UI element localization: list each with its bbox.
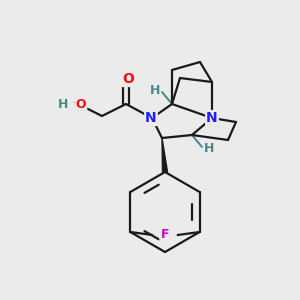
Polygon shape <box>162 138 167 172</box>
Text: N: N <box>206 111 218 125</box>
Text: H: H <box>150 83 160 97</box>
Text: O: O <box>76 98 86 110</box>
Text: O: O <box>122 72 134 86</box>
Text: F: F <box>161 229 170 242</box>
Text: F: F <box>160 229 169 242</box>
Text: ·: · <box>73 98 77 110</box>
Text: H: H <box>58 98 68 110</box>
Text: N: N <box>145 111 157 125</box>
Text: H: H <box>204 142 214 155</box>
